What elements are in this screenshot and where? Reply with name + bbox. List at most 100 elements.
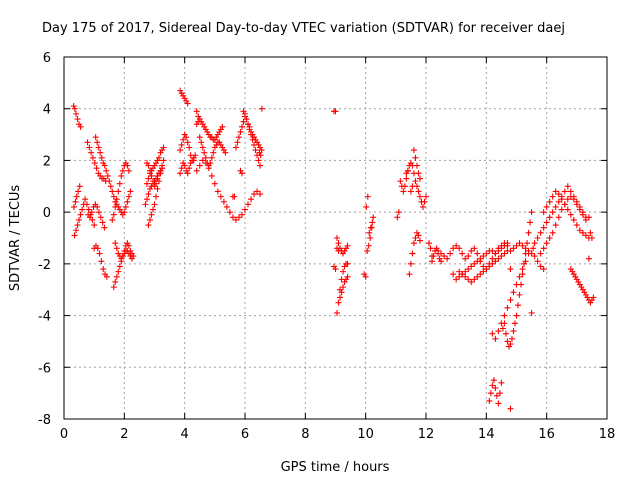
data-point: [79, 206, 86, 213]
data-point: [242, 110, 248, 117]
y-tick-label: -4: [38, 310, 51, 325]
data-point: [508, 335, 515, 342]
x-tick-label: 16: [538, 427, 555, 442]
data-point: [516, 291, 523, 298]
data-point: [540, 266, 547, 273]
data-point: [501, 320, 508, 327]
data-point: [112, 203, 119, 210]
data-point: [113, 245, 120, 252]
data-point: [412, 178, 419, 185]
data-point: [495, 400, 502, 407]
data-point: [498, 245, 505, 252]
data-point: [256, 149, 263, 156]
data-point: [546, 198, 553, 205]
data-point: [513, 312, 520, 319]
data-point: [178, 165, 185, 172]
data-point: [340, 284, 347, 291]
data-point: [540, 224, 547, 231]
data-point: [367, 224, 374, 231]
data-point: [427, 245, 434, 252]
data-point: [573, 222, 580, 229]
data-point: [178, 141, 185, 148]
x-tick-label: 18: [599, 427, 616, 442]
data-point: [76, 216, 83, 223]
data-point: [518, 281, 525, 288]
data-point: [223, 203, 230, 210]
data-point: [208, 154, 215, 161]
data-point: [579, 229, 586, 236]
data-point: [334, 235, 341, 241]
data-point: [151, 201, 158, 208]
data-point: [570, 196, 577, 203]
data-point: [226, 209, 233, 216]
data-point: [73, 193, 80, 200]
x-tick-label: 14: [478, 427, 495, 442]
data-point: [115, 188, 122, 195]
data-point: [107, 183, 114, 190]
data-point: [237, 128, 244, 135]
data-point: [438, 250, 445, 257]
data-point: [570, 216, 577, 223]
data-point: [558, 196, 565, 203]
data-point: [229, 214, 236, 221]
data-point: [104, 172, 111, 179]
data-point: [116, 180, 123, 187]
data-point: [75, 188, 82, 195]
data-point: [199, 144, 206, 151]
data-point: [416, 237, 423, 244]
data-point: [585, 255, 592, 262]
data-point: [332, 108, 339, 115]
data-point: [238, 170, 245, 177]
data-point: [340, 268, 347, 275]
data-point: [77, 123, 84, 130]
data-point: [97, 214, 104, 221]
data-point: [187, 152, 194, 159]
data-point: [400, 188, 407, 195]
data-point: [561, 201, 568, 208]
data-point: [492, 250, 499, 257]
data-point: [180, 136, 187, 143]
data-point: [196, 134, 203, 141]
data-point: [202, 154, 209, 161]
data-point: [395, 209, 402, 216]
x-tick-label: 10: [357, 427, 374, 442]
data-point: [154, 175, 161, 182]
x-tick-label: 2: [120, 427, 128, 442]
data-point: [590, 294, 597, 301]
data-point: [186, 144, 193, 151]
data-point: [83, 201, 90, 208]
data-point: [128, 250, 135, 257]
data-point: [486, 263, 493, 270]
data-point: [530, 245, 537, 252]
data-point: [199, 157, 206, 164]
data-point: [519, 271, 526, 278]
data-point: [501, 312, 508, 319]
y-axis-ticks: -8 -6 -4 -2 0 2 4 6: [38, 51, 607, 428]
data-point: [70, 103, 77, 110]
y-tick-label: 0: [43, 206, 51, 221]
data-point: [495, 247, 502, 254]
data-point: [193, 167, 200, 174]
x-axis-ticks: 0 2 4 6 8 10 12 14 16 18: [60, 57, 615, 442]
data-point: [471, 276, 478, 283]
data-point: [567, 193, 574, 200]
data-point: [208, 172, 215, 179]
data-point: [516, 240, 523, 247]
data-point: [85, 206, 92, 213]
data-point: [183, 134, 190, 141]
data-point: [202, 160, 209, 167]
data-point: [115, 268, 122, 275]
data-point: [582, 232, 589, 239]
data-point: [546, 235, 553, 241]
data-point: [521, 260, 528, 267]
data-point: [143, 196, 150, 203]
data-point: [156, 154, 163, 161]
data-point: [480, 263, 487, 270]
data-point: [242, 206, 248, 213]
data-point: [401, 183, 408, 190]
data-point: [116, 263, 123, 270]
data-point: [582, 216, 589, 223]
data-point: [489, 330, 496, 337]
data-point: [246, 123, 253, 130]
x-tick-label: 6: [241, 427, 249, 442]
